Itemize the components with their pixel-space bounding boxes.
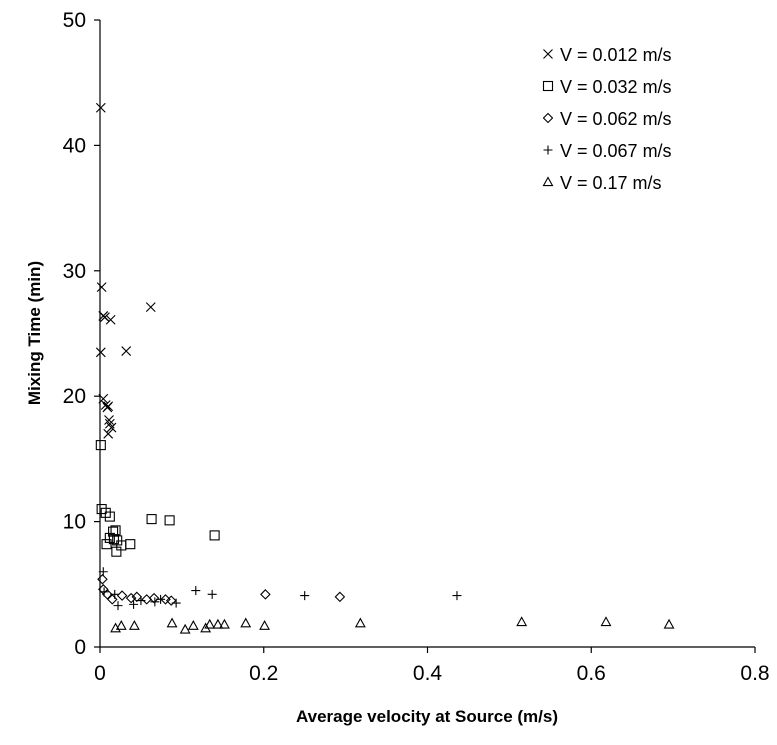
x-tick-label: 0.2 xyxy=(249,662,278,685)
legend-marker-x xyxy=(543,49,553,59)
legend: V = 0.012 m/s V = 0.032 m/s V = 0.062 m/s V… xyxy=(542,45,672,193)
data-point-square xyxy=(209,530,220,541)
data-point-plus xyxy=(156,594,166,604)
series-4-points xyxy=(98,567,462,611)
y-tick-label: 40 xyxy=(63,134,86,157)
data-point-diamond xyxy=(334,591,346,603)
y-axis-title: Mixing Time (min) xyxy=(25,261,44,405)
x-axis-title: Average velocity at Source (m/s) xyxy=(296,707,558,726)
y-tick-label: 30 xyxy=(63,260,86,283)
data-point-plus xyxy=(99,587,109,597)
legend-label: V = 0.032 m/s xyxy=(560,77,672,97)
data-point-triangle xyxy=(600,616,612,627)
data-point-plus xyxy=(300,591,310,601)
data-point-diamond xyxy=(131,591,143,603)
data-point-square xyxy=(164,515,175,526)
legend-item: V = 0.012 m/s xyxy=(543,45,672,65)
data-point-diamond xyxy=(148,592,160,604)
data-point-diamond xyxy=(107,594,118,605)
legend-label: V = 0.17 m/s xyxy=(560,173,662,193)
x-tick-label: 0 xyxy=(94,662,106,685)
series-1-points xyxy=(95,102,156,439)
legend-marker-diamond xyxy=(542,112,554,124)
data-point-square xyxy=(104,511,115,522)
data-point-diamond xyxy=(116,590,128,601)
data-point-triangle xyxy=(212,618,224,629)
data-point-x xyxy=(103,401,114,412)
data-point-plus xyxy=(136,596,146,606)
data-point-plus xyxy=(110,589,120,599)
series-2-points xyxy=(95,440,220,557)
data-point-x xyxy=(98,393,109,404)
legend-item: V = 0.17 m/s xyxy=(542,173,662,193)
data-point-triangle xyxy=(187,620,199,630)
y-tick-label: 50 xyxy=(63,9,86,32)
data-point-square xyxy=(125,539,136,550)
data-point-triangle xyxy=(179,623,191,634)
data-point-square xyxy=(101,539,112,550)
data-point-x xyxy=(106,422,117,433)
data-point-triangle xyxy=(259,620,271,630)
x-tick-label: 0.4 xyxy=(413,662,443,685)
x-tick-label: 0.8 xyxy=(740,662,769,685)
series-5-points xyxy=(110,616,675,634)
data-point-triangle xyxy=(219,618,230,629)
data-point-diamond xyxy=(141,594,152,605)
plot-area: 0 10 20 30 40 50 0 0.2 0.4 0.6 0.8 xyxy=(63,9,770,685)
data-point-plus xyxy=(98,567,108,577)
data-point-triangle xyxy=(115,620,127,630)
data-point-x xyxy=(145,302,156,313)
data-point-diamond xyxy=(160,594,171,605)
data-point-plus xyxy=(207,589,217,599)
data-point-square xyxy=(146,514,157,525)
data-point-plus xyxy=(171,598,181,608)
data-point-plus xyxy=(452,591,462,601)
data-point-plus xyxy=(129,599,139,609)
data-point-plus xyxy=(191,586,201,596)
data-point-square xyxy=(111,546,122,557)
data-point-x xyxy=(105,314,116,325)
y-tick-label: 0 xyxy=(74,636,86,659)
data-point-triangle xyxy=(240,617,252,628)
y-tick-label: 20 xyxy=(63,385,86,408)
legend-marker-plus xyxy=(543,145,553,155)
data-point-triangle xyxy=(128,620,140,630)
y-ticks: 0 10 20 30 40 50 xyxy=(63,9,100,659)
legend-item: V = 0.032 m/s xyxy=(542,77,672,97)
data-point-square xyxy=(95,440,106,451)
data-point-triangle xyxy=(204,618,216,629)
data-point-x xyxy=(95,102,106,113)
legend-marker-triangle xyxy=(542,176,554,187)
legend-item: V = 0.062 m/s xyxy=(542,109,672,129)
data-point-triangle xyxy=(663,618,675,629)
legend-label: V = 0.012 m/s xyxy=(560,45,672,65)
legend-marker-square xyxy=(542,80,554,92)
series-3-points xyxy=(97,574,346,606)
data-point-x xyxy=(104,415,114,425)
data-point-diamond xyxy=(260,589,271,600)
data-point-x xyxy=(95,347,106,358)
data-point-plus xyxy=(113,601,123,611)
data-point-x xyxy=(121,346,132,356)
legend-item: V = 0.067 m/s xyxy=(543,141,672,161)
x-tick-label: 0.6 xyxy=(577,662,606,685)
legend-label: V = 0.062 m/s xyxy=(560,109,672,129)
data-point-triangle xyxy=(166,617,178,628)
data-point-diamond xyxy=(125,592,137,604)
data-point-triangle xyxy=(516,616,528,627)
data-point-x xyxy=(103,428,114,439)
data-point-diamond xyxy=(97,574,108,585)
y-tick-label: 10 xyxy=(63,511,86,534)
legend-label: V = 0.067 m/s xyxy=(560,141,672,161)
data-point-x xyxy=(96,282,107,292)
data-point-plus xyxy=(150,597,160,607)
data-point-diamond xyxy=(165,595,177,606)
x-ticks: 0 0.2 0.4 0.6 0.8 xyxy=(94,647,770,685)
data-point-x xyxy=(100,400,111,410)
data-points xyxy=(95,102,675,634)
data-point-x xyxy=(100,312,110,323)
data-point-triangle xyxy=(354,617,366,628)
